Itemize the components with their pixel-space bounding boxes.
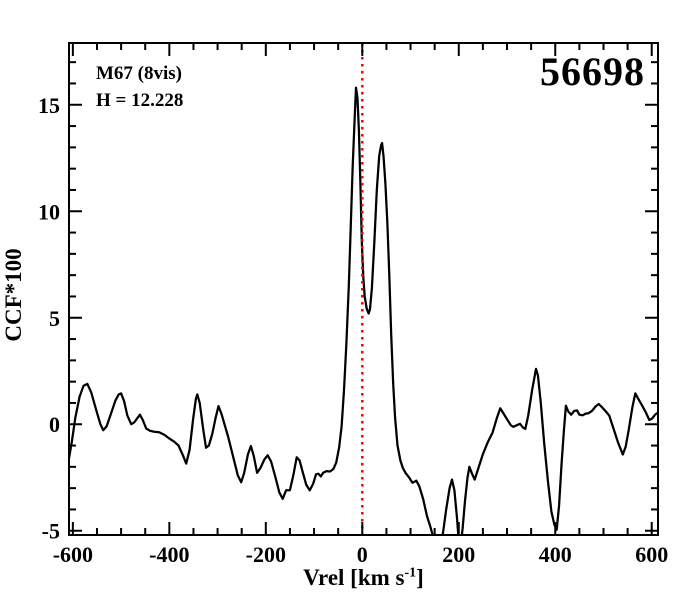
plot-border (68, 42, 659, 536)
ccf-curve (69, 86, 658, 535)
y-tick-label: 10 (38, 199, 60, 224)
x-tick-label: -600 (53, 542, 93, 567)
x-tick-label: 200 (442, 542, 475, 567)
x-axis-title: Vrel [km s-1] (69, 566, 658, 589)
x-tick-label: 600 (635, 542, 668, 567)
y-tick-labels: -5 0 5 10 15 (38, 93, 60, 544)
star-id-label: 56698 (540, 49, 645, 94)
cluster-annotation: M67 (8vis) (96, 63, 183, 84)
x-tick-label: -400 (149, 542, 189, 567)
x-tick-label: -200 (246, 542, 286, 567)
y-tick-label: 15 (38, 93, 60, 118)
y-tick-label: -5 (42, 519, 60, 544)
y-axis-title: CCF*100 (1, 248, 26, 342)
x-axis-title-main: Vrel [km s (303, 565, 405, 590)
x-axis-title-superscript: -1 (404, 565, 417, 581)
x-tick-label: 400 (539, 542, 572, 567)
magnitude-annotation: H = 12.228 (96, 90, 184, 111)
y-tick-label: 0 (49, 412, 60, 437)
y-tick-label: 5 (49, 306, 60, 331)
x-tick-label: 0 (357, 542, 368, 567)
axis-ticks (69, 43, 658, 535)
x-tick-labels: -600 -400 -200 0 200 400 600 (53, 542, 669, 567)
x-axis-title-close: ] (416, 565, 424, 590)
